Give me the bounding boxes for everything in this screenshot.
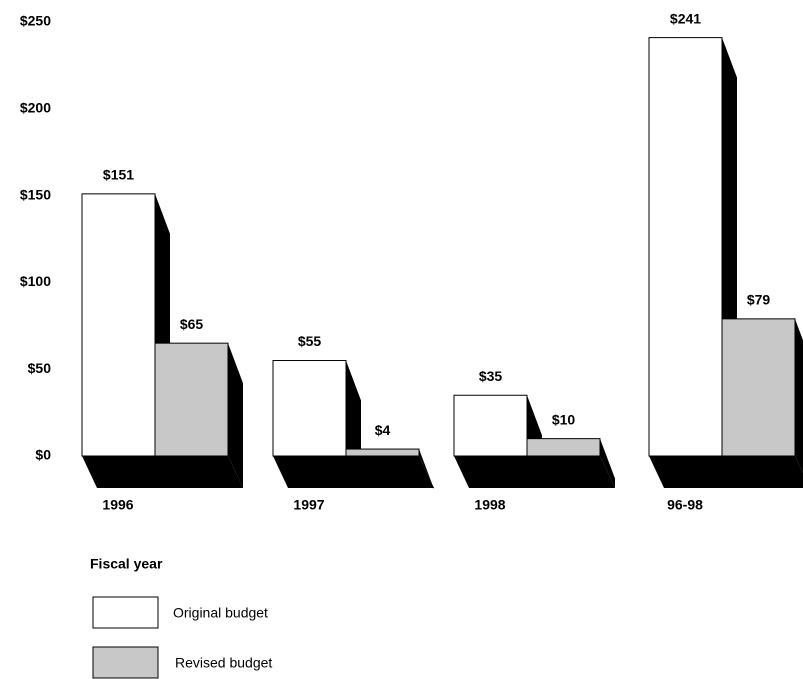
value-label: $79 bbox=[747, 292, 771, 308]
value-label: $241 bbox=[670, 10, 701, 26]
value-label: $65 bbox=[180, 316, 204, 332]
bar-shadow bbox=[419, 449, 434, 490]
x-tick-label: 1998 bbox=[474, 497, 505, 513]
bar bbox=[721, 318, 796, 457]
bar bbox=[648, 37, 723, 457]
floor-shadow bbox=[649, 456, 803, 488]
bar bbox=[81, 193, 156, 457]
value-label: $35 bbox=[479, 368, 503, 384]
legend-swatch bbox=[92, 646, 159, 679]
y-tick-label: $100 bbox=[20, 273, 51, 289]
bar bbox=[154, 342, 229, 457]
bar bbox=[272, 360, 347, 457]
x-tick-label: 96-98 bbox=[667, 497, 703, 513]
y-tick-label: $200 bbox=[20, 100, 51, 116]
value-label: $55 bbox=[298, 333, 322, 349]
y-tick-label: $50 bbox=[28, 360, 52, 376]
y-tick-label: $0 bbox=[35, 447, 51, 463]
bar bbox=[345, 448, 420, 457]
bar-shadow bbox=[228, 343, 243, 488]
value-label: $151 bbox=[103, 167, 134, 183]
x-tick-label: 1997 bbox=[293, 497, 324, 513]
y-tick-label: $250 bbox=[20, 13, 51, 29]
legend-swatch bbox=[92, 596, 159, 629]
x-axis-label: Fiscal year bbox=[90, 556, 163, 572]
y-tick-label: $150 bbox=[20, 186, 51, 202]
bar bbox=[453, 394, 528, 457]
value-label: $10 bbox=[552, 411, 576, 427]
legend-label: Original budget bbox=[173, 605, 268, 621]
bar-shadow bbox=[795, 318, 803, 474]
x-tick-label: 1996 bbox=[102, 497, 133, 513]
legend-label: Revised budget bbox=[175, 655, 272, 671]
bar bbox=[526, 438, 601, 457]
bar-shadow bbox=[600, 438, 615, 488]
value-label: $4 bbox=[375, 422, 391, 438]
